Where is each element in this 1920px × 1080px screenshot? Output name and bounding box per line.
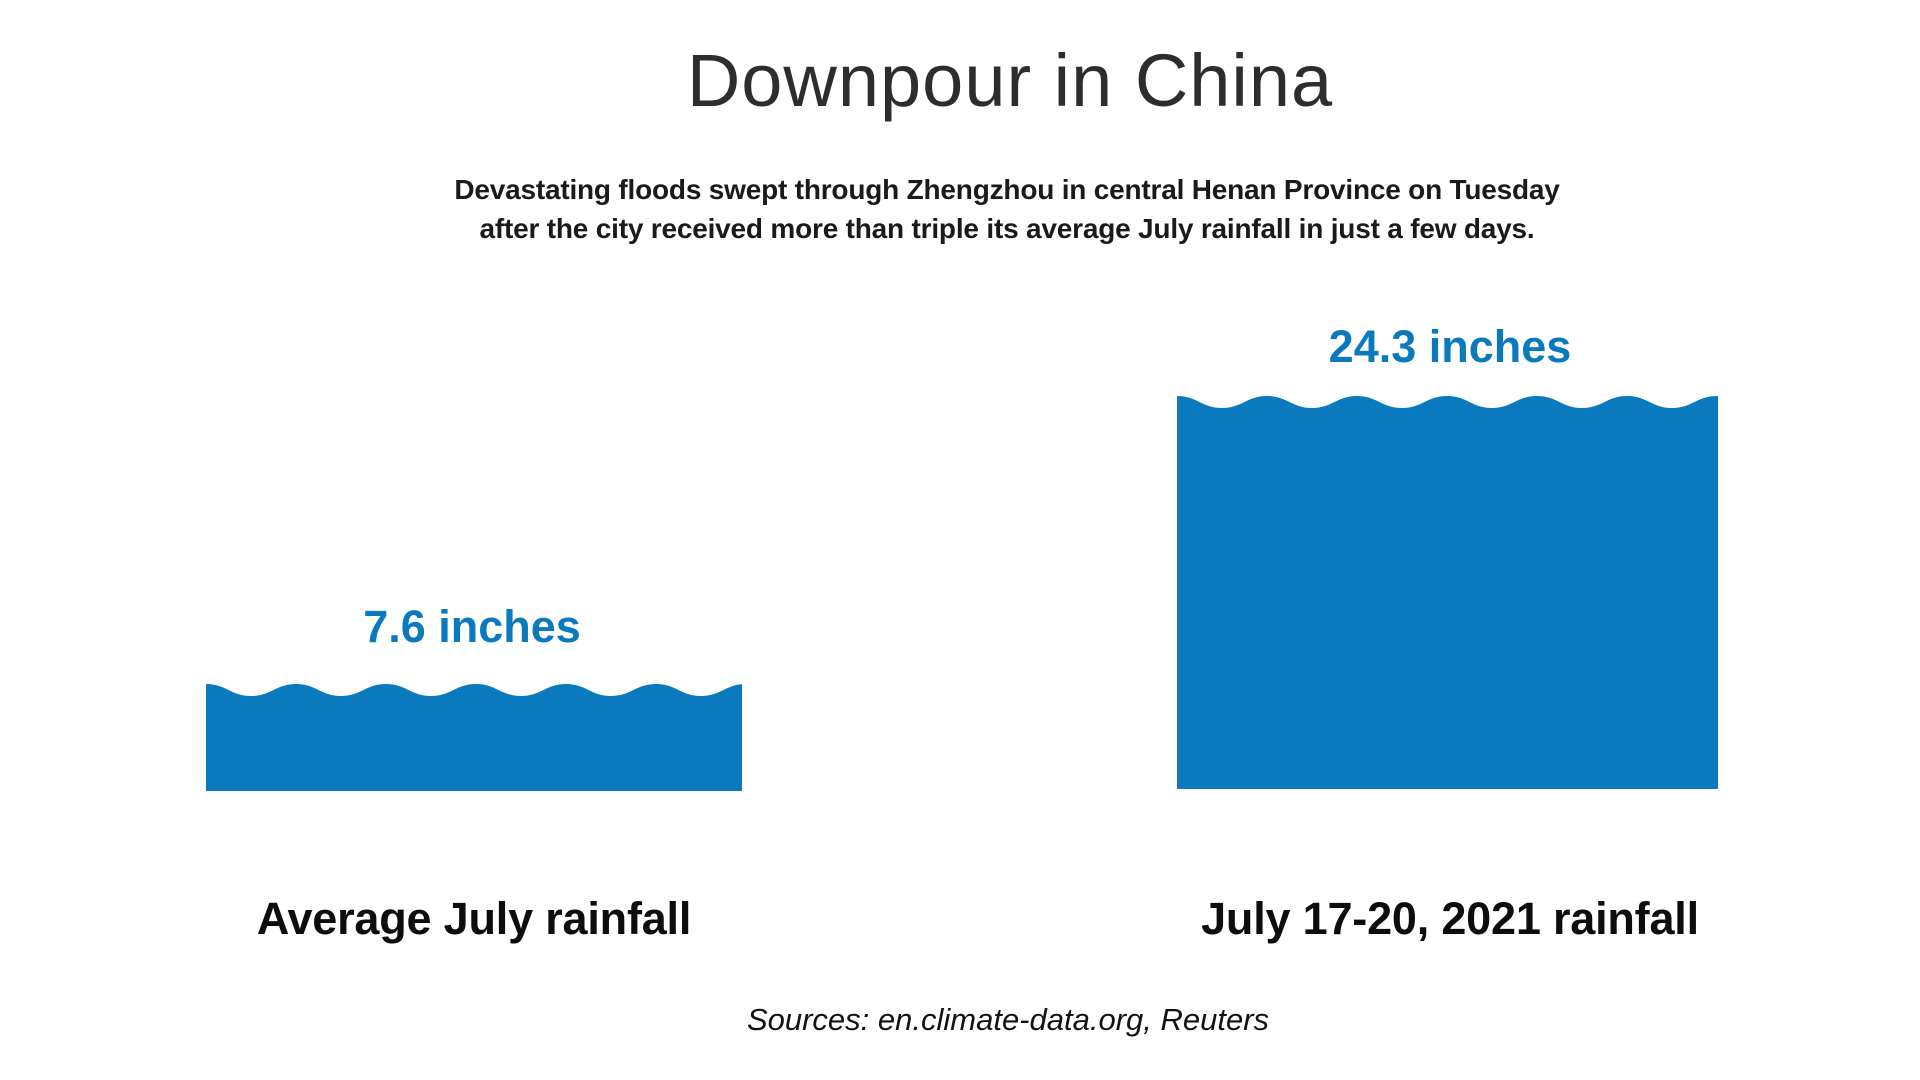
chart-subtitle: Devastating floods swept through Zhengzh… — [454, 170, 1560, 248]
category-label-average-rainfall: Average July rainfall — [256, 893, 692, 944]
water-bar-2021-rainfall — [1177, 395, 1718, 789]
water-wave-shape-2021 — [1177, 396, 1718, 789]
water-wave-shape-average — [206, 684, 742, 791]
sources-credit: Sources: en.climate-data.org, Reuters — [746, 1002, 1270, 1037]
water-bar-average-rainfall — [206, 683, 742, 791]
category-label-2021-rainfall: July 17-20, 2021 rainfall — [1201, 893, 1699, 944]
value-label-average-rainfall: 7.6 inches — [363, 601, 581, 652]
chart-subtitle-line-1: Devastating floods swept through Zhengzh… — [454, 174, 1560, 205]
chart-title: Downpour in China — [686, 39, 1334, 122]
value-label-2021-rainfall: 24.3 inches — [1328, 321, 1572, 372]
chart-subtitle-line-2: after the city received more than triple… — [479, 213, 1535, 244]
